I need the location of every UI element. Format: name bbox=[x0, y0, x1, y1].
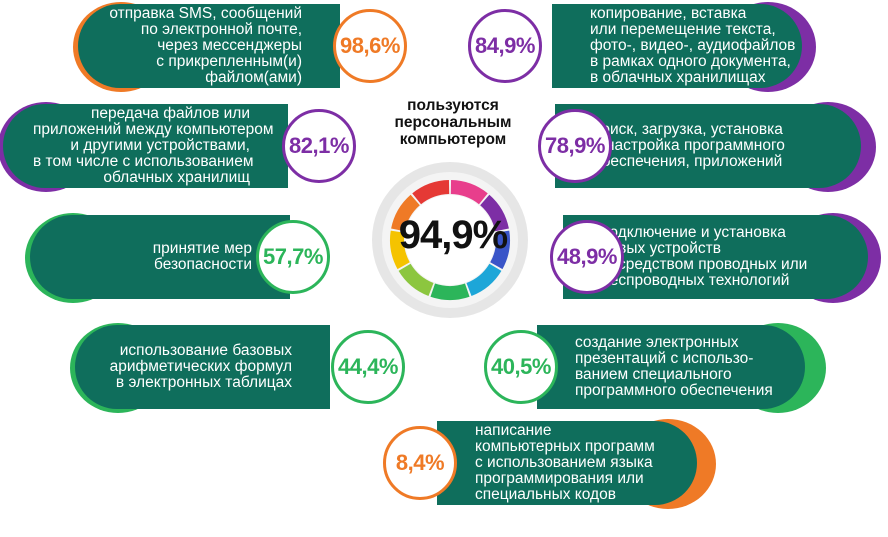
percent-value: 8,4% bbox=[383, 426, 457, 500]
activity-label-line: через мессенджеры bbox=[157, 37, 302, 54]
percent-value: 48,9% bbox=[550, 220, 624, 294]
activity-label-line: с использованием языка bbox=[475, 454, 653, 471]
activity-label: поиск, загрузка, установка и настройка пр… bbox=[555, 104, 861, 188]
center-title: пользуются персональным компьютером bbox=[378, 97, 528, 148]
ring-segment bbox=[450, 180, 488, 205]
activity-label: подключение и установка новых устройств по… bbox=[563, 215, 868, 299]
activity-label-line: ванием специального bbox=[575, 366, 732, 383]
activity-label-line: написание bbox=[475, 422, 552, 439]
activity-label: использование базовых арифметических форм… bbox=[75, 325, 330, 409]
percent-value: 84,9% bbox=[468, 9, 542, 83]
percent-value: 98,6% bbox=[333, 9, 407, 83]
percent-value: 78,9% bbox=[538, 109, 612, 183]
activity-label: принятие мер безопасности bbox=[30, 215, 290, 299]
center-title-line: персональным bbox=[394, 114, 512, 131]
activity-label: копирование, вставка или перемещение текс… bbox=[552, 4, 802, 88]
activity-label-line: файлом(ами) bbox=[205, 69, 302, 86]
center-value: 94,9% bbox=[398, 213, 508, 257]
activity-label-line: приложений между компьютером bbox=[33, 121, 274, 138]
activity-label-line: специальных кодов bbox=[475, 486, 616, 503]
activity-label-line: поиск, загрузка, установка bbox=[593, 121, 783, 138]
center-title-line: компьютером bbox=[399, 131, 507, 148]
percent-value: 57,7% bbox=[256, 220, 330, 294]
activity-label-line: создание электронных bbox=[575, 334, 739, 351]
activity-label-line: и другими устройствами, bbox=[70, 137, 250, 154]
activity-label-line: отправка SMS, сообщений bbox=[109, 5, 302, 22]
activity-label-line: арифметических формул bbox=[109, 358, 292, 375]
activity-label-line: передача файлов или bbox=[90, 105, 250, 122]
activity-label: написание компьютерных программ с использо… bbox=[437, 421, 697, 505]
activity-label-line: беспроводных технологий bbox=[601, 272, 790, 289]
activity-label-line: по электронной почте, bbox=[140, 21, 302, 38]
activity-label-line: облачных хранилищ bbox=[103, 169, 250, 186]
percent-value: 40,5% bbox=[484, 330, 558, 404]
activity-label-line: в рамках одного документа, bbox=[590, 53, 791, 70]
ring-segment bbox=[480, 194, 509, 232]
activity-label-line: программного обеспечения bbox=[575, 382, 773, 399]
ring-segment bbox=[466, 263, 502, 297]
ring-segment bbox=[412, 180, 450, 205]
activity-label-line: компьютерных программ bbox=[475, 438, 655, 455]
activity-label-line: подключение и установка bbox=[601, 224, 786, 241]
activity-label-line: программирования или bbox=[475, 470, 644, 487]
percent-value: 82,1% bbox=[282, 109, 356, 183]
ring-segment bbox=[490, 230, 510, 270]
ring-center bbox=[405, 195, 495, 285]
ring-segment bbox=[398, 263, 434, 297]
activity-label-line: использование базовых bbox=[119, 342, 292, 359]
ring-segment bbox=[430, 283, 470, 300]
activity-label-line: фото-, видео-, аудиофайлов bbox=[590, 37, 796, 54]
activity-label: создание электронных презентаций с исполь… bbox=[537, 325, 805, 409]
activity-label-line: с прикрепленным(и) bbox=[156, 53, 302, 70]
center-title-line: пользуются bbox=[407, 97, 499, 114]
activity-label: отправка SMS, сообщений по электронной по… bbox=[78, 4, 340, 88]
activity-label-line: обеспечения, приложений bbox=[593, 153, 783, 170]
center-ring bbox=[372, 162, 528, 318]
activity-label-line: в том числе с использованием bbox=[33, 153, 254, 170]
activity-label-line: и настройка программного bbox=[593, 137, 785, 154]
activity-label-line: принятие мер bbox=[152, 240, 252, 257]
activity-label-line: или перемещение текста, bbox=[590, 21, 776, 38]
activity-label-line: презентаций с использо- bbox=[575, 350, 754, 367]
activity-label-line: копирование, вставка bbox=[590, 5, 747, 22]
ring-segment bbox=[391, 194, 420, 232]
percent-value: 44,4% bbox=[331, 330, 405, 404]
activity-label-line: в облачных хранилищах bbox=[590, 69, 766, 86]
activity-label-line: в электронных таблицах bbox=[115, 374, 292, 391]
ring-segment bbox=[390, 230, 410, 270]
activity-label-line: новых устройств bbox=[601, 240, 722, 257]
activity-label: передача файлов или приложений между комп… bbox=[3, 104, 288, 188]
activity-label-line: посредством проводных или bbox=[601, 256, 808, 273]
activity-label-line: безопасности bbox=[154, 256, 252, 273]
